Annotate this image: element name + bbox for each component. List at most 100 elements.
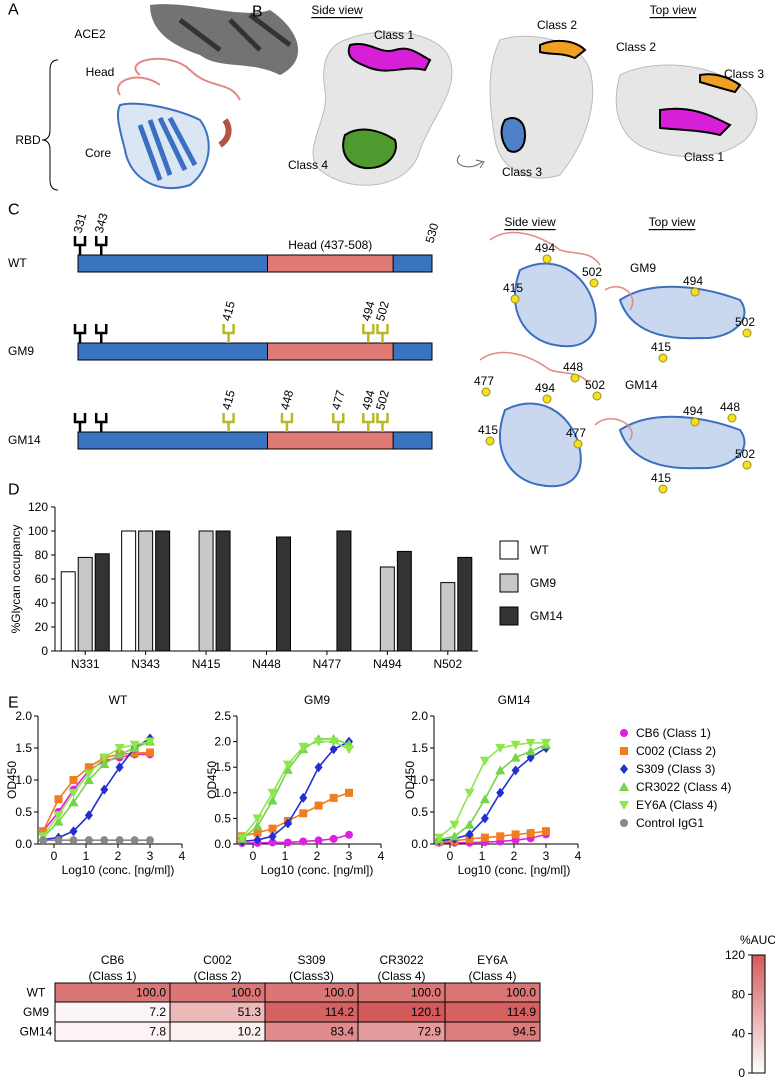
x-tick-label: 1 bbox=[83, 849, 90, 863]
row-label: WT bbox=[27, 986, 46, 1000]
site-label: 502 bbox=[373, 388, 392, 411]
heat-cell bbox=[444, 1021, 541, 1042]
y-axis-label: OD450 bbox=[403, 761, 417, 799]
class-label: Class 1 bbox=[684, 150, 724, 164]
y-tick-label: 0.5 bbox=[411, 805, 428, 819]
point bbox=[526, 829, 535, 838]
glycan-sphere bbox=[658, 353, 668, 363]
bar bbox=[138, 530, 154, 652]
cell-value: 114.2 bbox=[325, 1005, 354, 1019]
glycan-sphere bbox=[727, 413, 737, 423]
y-axis-label: OD450 bbox=[205, 761, 219, 799]
glycan-sphere bbox=[510, 294, 520, 304]
legend-label: Control IgG1 bbox=[636, 816, 704, 830]
x-axis-label: Log10 (conc. [ng/ml]) bbox=[458, 863, 571, 877]
point bbox=[299, 809, 308, 818]
point bbox=[464, 788, 475, 798]
construct-name: GM14 bbox=[8, 433, 41, 447]
point bbox=[511, 765, 520, 776]
bar bbox=[60, 571, 76, 652]
point bbox=[449, 831, 460, 841]
y-tick-label: 120 bbox=[28, 500, 48, 514]
point bbox=[253, 834, 262, 845]
column-subheader: (Class 2) bbox=[193, 969, 241, 983]
point bbox=[54, 795, 63, 804]
glycan-site bbox=[73, 324, 87, 343]
view-title: Top view bbox=[649, 215, 696, 229]
x-tick-label: 3 bbox=[543, 849, 550, 863]
glycan-sphere bbox=[573, 439, 583, 449]
x-tick-label: N494 bbox=[373, 657, 402, 671]
glycan-structures bbox=[479, 231, 746, 488]
site-label: 502 bbox=[582, 265, 602, 279]
point bbox=[328, 737, 339, 747]
glycan-site bbox=[222, 324, 235, 343]
cell-value: 120.1 bbox=[411, 1005, 441, 1019]
y-tick-label: 2.0 bbox=[15, 709, 32, 723]
column-header: S309 bbox=[297, 953, 325, 967]
point bbox=[465, 829, 474, 840]
surface-views bbox=[312, 31, 758, 186]
point bbox=[253, 828, 262, 837]
cell-value: 7.2 bbox=[149, 1005, 166, 1019]
glycan-site bbox=[362, 324, 375, 343]
y-tick-label: 1.5 bbox=[15, 741, 32, 755]
point bbox=[84, 763, 93, 772]
bar bbox=[215, 530, 231, 652]
y-tick-label: 0.0 bbox=[214, 837, 231, 851]
point bbox=[313, 737, 324, 747]
x-tick-label: N331 bbox=[71, 657, 100, 671]
glycan-site bbox=[362, 413, 375, 432]
glycan-site bbox=[94, 236, 108, 255]
chart-title: WT bbox=[109, 693, 128, 707]
legend-label: CR3022 (Class 4) bbox=[636, 780, 731, 794]
y-tick-label: 0.0 bbox=[411, 837, 428, 851]
cell-value: 94.5 bbox=[513, 1025, 537, 1039]
point bbox=[267, 788, 278, 798]
site-label: 448 bbox=[278, 388, 297, 411]
x-tick-label: N448 bbox=[252, 657, 281, 671]
bar bbox=[94, 553, 110, 652]
point bbox=[267, 795, 278, 805]
class-label: Class 1 bbox=[374, 28, 414, 42]
bar bbox=[276, 536, 291, 652]
point bbox=[480, 833, 489, 842]
site-label: 415 bbox=[478, 423, 498, 437]
class-label: Class 2 bbox=[616, 40, 656, 54]
point bbox=[84, 836, 93, 845]
point bbox=[345, 788, 353, 797]
y-tick-label: 1.0 bbox=[411, 773, 428, 787]
site-label: 477 bbox=[566, 426, 586, 440]
point bbox=[68, 788, 79, 798]
class-label: Class 3 bbox=[502, 165, 542, 179]
x-tick-label: 2 bbox=[115, 849, 122, 863]
glycan-site bbox=[376, 324, 389, 343]
point bbox=[510, 752, 521, 762]
structure-label: ACE2 bbox=[74, 27, 106, 41]
point bbox=[68, 797, 79, 807]
site-label: 502 bbox=[373, 299, 392, 322]
point bbox=[53, 811, 64, 821]
glycan-site bbox=[73, 413, 87, 432]
legend-label: CB6 (Class 1) bbox=[636, 726, 711, 740]
bar bbox=[379, 566, 395, 652]
legend-label: GM9 bbox=[530, 576, 556, 590]
legend-label: WT bbox=[530, 543, 549, 557]
glycan-sphere bbox=[742, 328, 752, 338]
x-tick-label: 1 bbox=[282, 849, 289, 863]
chart-title: GM9 bbox=[304, 693, 330, 707]
legend-marker bbox=[620, 764, 628, 774]
point bbox=[525, 738, 536, 748]
site-label: 415 bbox=[503, 281, 523, 295]
point bbox=[283, 838, 292, 847]
view-title: Top view bbox=[650, 3, 697, 17]
panel-label: A bbox=[8, 2, 19, 19]
point bbox=[114, 749, 125, 759]
colorbar-tick-label: 0 bbox=[738, 1066, 745, 1079]
row-label: GM9 bbox=[23, 1005, 49, 1019]
point bbox=[314, 836, 323, 845]
point bbox=[314, 762, 323, 773]
legend-marker bbox=[620, 747, 628, 755]
legend-swatch bbox=[499, 573, 519, 593]
